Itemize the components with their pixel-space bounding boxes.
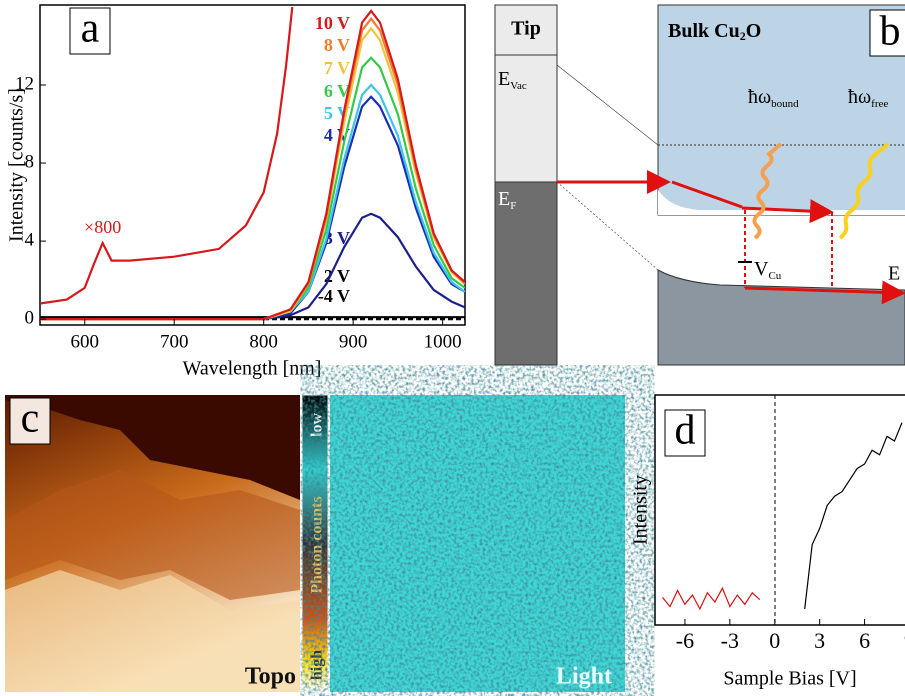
e-vac: EVac [498, 68, 527, 92]
x-axis-label: Sample Bias [V] [723, 668, 856, 690]
photon-bound [752, 142, 783, 240]
x-tick-label: 3 [814, 628, 825, 653]
electron-path [671, 180, 743, 209]
x-tick-label: 6 [859, 628, 870, 653]
series-label: 8 V [324, 35, 350, 55]
text: F [510, 200, 516, 212]
x-tick-label: 9 [904, 628, 905, 653]
series-line [40, 9, 465, 321]
y-tick-label: 12 [15, 73, 34, 94]
topo-label: Topo [245, 664, 296, 690]
text: O [746, 20, 762, 42]
series-line [662, 586, 761, 611]
series-label: 2 V [324, 266, 350, 286]
colorbar-high: high [309, 650, 326, 680]
electron-path [744, 280, 905, 305]
guide [556, 181, 659, 271]
y-tick-label: 4 [25, 229, 35, 250]
topo-terrace [5, 395, 300, 500]
series-line [804, 422, 903, 609]
colorbar-label: Photon counts [309, 496, 326, 593]
v-cu: VCu [754, 258, 782, 282]
series-label: 10 V [315, 13, 350, 33]
panel-label: c [21, 396, 40, 442]
text: E [498, 188, 510, 210]
photon-free [838, 142, 890, 240]
series-label: ×800 [84, 217, 121, 237]
text: Bulk Cu [668, 20, 740, 42]
topo-terrace [5, 570, 300, 692]
x-tick-label: 900 [339, 331, 368, 352]
guide [556, 64, 659, 146]
light-noise [330, 395, 625, 692]
text: free [871, 98, 888, 110]
text: E [498, 68, 510, 90]
valence-band [657, 269, 905, 366]
series-label: 3 V [324, 228, 350, 248]
series-label: -4 V [318, 286, 350, 306]
x-tick-label: 800 [249, 331, 278, 352]
x-tick-label: 700 [160, 331, 189, 352]
panel-label: a [81, 6, 100, 52]
tip-vacuum [494, 4, 558, 183]
panel-d: 9 6 3 0 -3 -6 d Sample Bias [V] Intensity [630, 394, 905, 690]
text: Cu [768, 270, 781, 282]
y-tick-label: 8 [25, 151, 35, 172]
series-line [40, 6, 294, 305]
series-label: 7 V [324, 58, 350, 78]
panel-b: Tip Bulk Cu2O b EVac EF ħωbound ħωfree V… [494, 4, 905, 366]
x-axis-label: Wavelength [nm] [183, 358, 322, 380]
panel-label-box [869, 9, 905, 57]
y-axis-label: Intensity [counts/s] [6, 88, 28, 242]
x-tick-label: -6 [676, 628, 694, 653]
text: Vac [510, 80, 527, 92]
text: 2 [740, 29, 746, 43]
panel-label-box [9, 397, 51, 445]
x-tick-label: 1000 [424, 331, 462, 352]
x-tick-label: -3 [721, 628, 739, 653]
e-f: EF [498, 188, 516, 212]
x-tick-label: 600 [70, 331, 99, 352]
tip-label: Tip [511, 18, 541, 40]
text: ħω [748, 86, 771, 108]
text: bound [771, 98, 799, 110]
tip-metal [494, 181, 558, 366]
y-axis-label: Intensity [630, 475, 652, 545]
panel-label: b [880, 9, 901, 55]
series-label: 6 V [324, 81, 350, 101]
panel-a: ×800-4 V2 V3 V4 V5 V6 V7 V8 V10 V1284010… [6, 4, 466, 380]
light-label: Light [556, 664, 612, 690]
x-tick-label: 0 [769, 628, 780, 653]
bulk-label: Bulk Cu2O [668, 20, 761, 43]
hw-bound: ħωbound [748, 86, 799, 110]
colorbar [301, 394, 329, 693]
panel-label-box [69, 7, 111, 55]
electron-path [741, 199, 834, 224]
hw-free: ħωfree [848, 86, 888, 110]
colorbar-low: low [309, 413, 326, 437]
text: ħω [848, 86, 871, 108]
topo-terrace [5, 470, 300, 600]
panel-c: c Topo Photon counts low high Light [5, 394, 625, 693]
e-label: E [888, 263, 900, 285]
plot-frame [39, 4, 466, 326]
text: V [754, 258, 769, 280]
panel-label-box [664, 409, 706, 457]
panel-label: d [675, 408, 696, 454]
y-tick-label: 0 [25, 308, 35, 329]
